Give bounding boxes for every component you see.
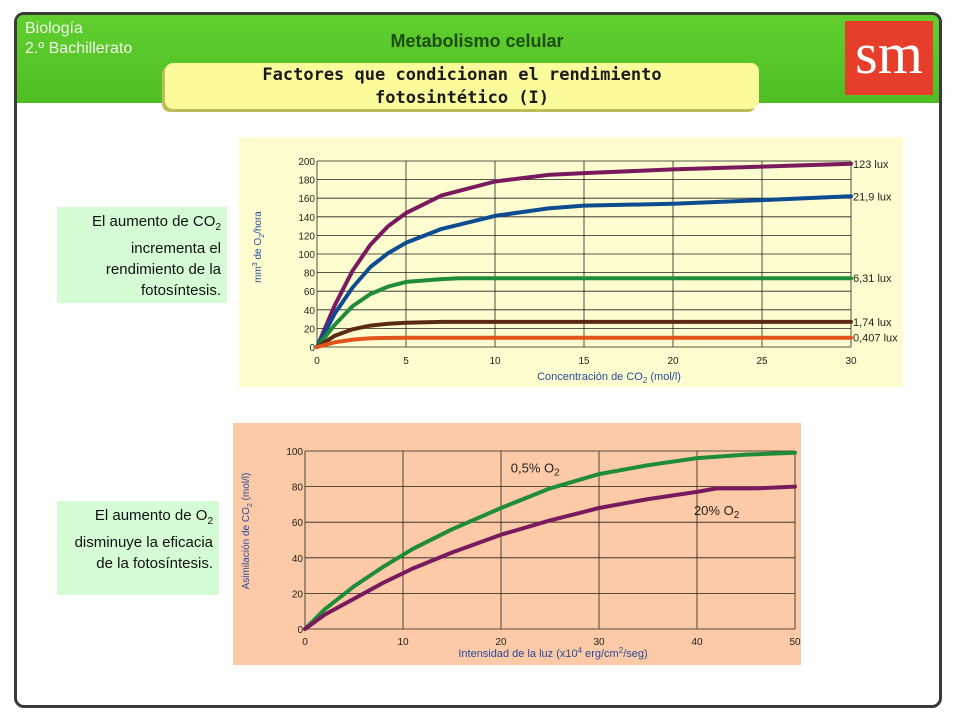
c1-series-line xyxy=(315,319,853,349)
note-o2: El aumento de O2 disminuye la eficacia d… xyxy=(57,501,219,595)
subtitle-line-2: fotosintético (I) xyxy=(375,88,549,108)
chart2-xlabel: Intensidad de la luz (x104 erg/cm2/seg) xyxy=(458,646,647,660)
c1-xtick-label: 25 xyxy=(756,356,768,367)
note-o2-pre: El aumento de O xyxy=(94,507,208,524)
note-o2-sub: 2 xyxy=(207,516,213,527)
c1-series-label: 6,31 lux xyxy=(853,273,892,285)
c2-xtick-label: 0 xyxy=(302,637,308,648)
c1-series-line xyxy=(315,276,853,349)
c1-series-label: 1,74 lux xyxy=(853,317,892,329)
c1-series-label: 123 lux xyxy=(853,159,889,171)
c2-ytick-label: 0 xyxy=(297,625,303,636)
c2-ytick-label: 40 xyxy=(292,554,304,565)
c2-xtick-label: 40 xyxy=(691,637,703,648)
note-co2-pre: El aumento de CO xyxy=(92,213,216,230)
note-co2-sub: 2 xyxy=(215,222,221,233)
c1-xtick-label: 10 xyxy=(489,356,501,367)
chart2-ylabel: Asimilación de CO2 (mol/l) xyxy=(241,473,254,590)
chart1-background xyxy=(239,137,903,387)
c1-ytick-label: 120 xyxy=(298,231,315,242)
subtitle-box: Factores que condicionan el rendimiento … xyxy=(165,63,759,109)
c2-ytick-label: 20 xyxy=(292,589,304,600)
c1-ytick-label: 40 xyxy=(304,306,316,317)
c2-ytick-label: 100 xyxy=(286,447,303,458)
c2-series-label: 0,5% O2 xyxy=(511,460,560,478)
c2-xtick-label: 50 xyxy=(789,637,801,648)
c1-series-line xyxy=(315,194,853,349)
c1-ytick-label: 0 xyxy=(309,343,315,354)
note-co2: El aumento de CO2 incrementa el rendimie… xyxy=(57,207,227,303)
sm-logo: sm xyxy=(845,21,933,95)
note-o2-post: disminuye la eficacia de la fotosíntesis… xyxy=(74,534,213,572)
c1-xtick-label: 15 xyxy=(578,356,590,367)
c1-ytick-label: 60 xyxy=(304,287,316,298)
header-title: Metabolismo celular xyxy=(390,31,564,51)
chart1-ylabel: mm3 de O2/hora xyxy=(252,211,266,283)
c2-ytick-label: 60 xyxy=(292,518,304,529)
c2-series-label: 20% O2 xyxy=(694,503,740,521)
c2-series-line xyxy=(303,484,797,631)
c2-ytick-label: 80 xyxy=(292,483,304,494)
slide-frame: Biología 2.º Bachillerato Metabolismo ce… xyxy=(14,12,942,708)
chart-light-intensity: 0 10 20 30 40 50 0 20 40 60 80 100 0,5% O2 20% O2 In… xyxy=(233,423,801,665)
c1-ytick-label: 160 xyxy=(298,194,315,205)
c2-xtick-label: 20 xyxy=(495,637,507,648)
c1-series-line xyxy=(315,335,853,349)
chart-co2-concentration: 0 5 10 15 20 25 30020406080100120140160180200 … xyxy=(239,137,903,387)
c1-xtick-label: 5 xyxy=(403,356,409,367)
chart1-xlabel: Concentración de CO2 (mol/l) xyxy=(537,371,681,385)
c2-xtick-label: 10 xyxy=(397,637,409,648)
chart2-background xyxy=(233,423,801,665)
note-co2-post: incrementa el rendimiento de la fotosínt… xyxy=(105,240,221,299)
c1-ytick-label: 80 xyxy=(304,269,316,280)
logo-text: sm xyxy=(855,21,923,86)
c1-xtick-label: 20 xyxy=(667,356,679,367)
c2-xtick-label: 30 xyxy=(593,637,605,648)
c1-ytick-label: 140 xyxy=(298,213,315,224)
c1-ytick-label: 180 xyxy=(298,176,315,187)
c1-xtick-label: 30 xyxy=(845,356,857,367)
c2-series-line xyxy=(303,450,797,631)
c1-ytick-label: 20 xyxy=(304,324,316,335)
c1-series-line xyxy=(315,161,853,349)
c1-ytick-label: 100 xyxy=(298,250,315,261)
subject-label: Biología 2.º Bachillerato xyxy=(25,19,132,59)
subtitle-line-1: Factores que condicionan el rendimiento xyxy=(262,65,662,85)
c1-series-label: 0,407 lux xyxy=(853,333,898,345)
subject-line-2: 2.º Bachillerato xyxy=(25,40,133,57)
c1-xtick-label: 0 xyxy=(314,356,320,367)
c1-ytick-label: 200 xyxy=(298,157,315,168)
subject-line-1: Biología xyxy=(25,20,83,37)
c1-series-label: 21,9 lux xyxy=(853,191,892,203)
